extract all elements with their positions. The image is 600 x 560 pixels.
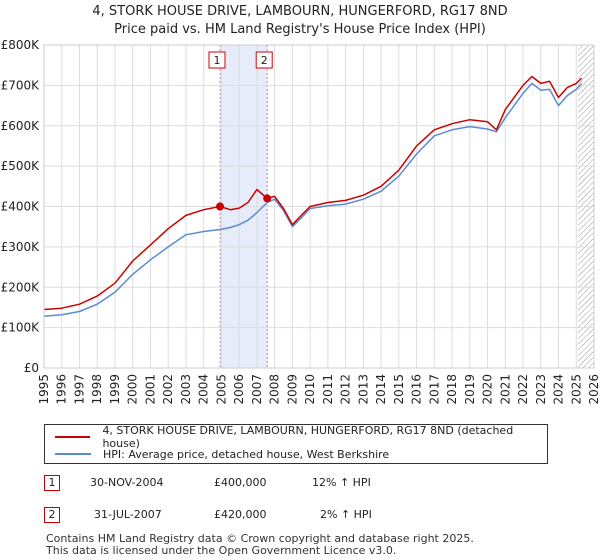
transaction-price: £420,000 <box>214 508 267 521</box>
x-tick-label: 2007 <box>250 374 264 405</box>
property-price-line <box>43 75 583 311</box>
transaction-price: £400,000 <box>214 476 267 489</box>
legend-label-hpi: HPI: Average price, detached house, West… <box>103 447 390 461</box>
chart-title: 4, STORK HOUSE DRIVE, LAMBOURN, HUNGERFO… <box>92 4 508 19</box>
transaction-date: 30-NOV-2004 <box>90 476 164 489</box>
transaction-delta: 12% ↑ HPI <box>312 476 371 489</box>
x-tick-label: 2009 <box>285 374 299 405</box>
chart-subtitle: Price paid vs. HM Land Registry's House … <box>114 22 486 37</box>
transaction-badge: 1 <box>44 475 60 491</box>
footer-copyright: Contains HM Land Registry data © Crown c… <box>46 532 474 545</box>
x-tick-label: 2012 <box>339 374 353 405</box>
x-tick-label: 1998 <box>90 374 104 405</box>
transaction-point <box>263 194 272 203</box>
legend-item-property: 4, STORK HOUSE DRIVE, LAMBOURN, HUNGERFO… <box>55 424 547 450</box>
marker-badge-label: 2 <box>261 54 268 67</box>
x-tick-label: 2022 <box>516 374 530 405</box>
x-tick-label: 2026 <box>587 374 600 405</box>
x-tick-label: 2001 <box>143 374 157 405</box>
marker-badge <box>255 51 273 69</box>
legend-item-hpi: HPI: Average price, detached house, West… <box>55 446 389 462</box>
x-tick-label: 2017 <box>427 374 441 405</box>
y-tick-label: £800K <box>1 38 41 52</box>
hpi-line <box>43 82 583 318</box>
x-tick-label: 2013 <box>356 374 370 405</box>
legend: 4, STORK HOUSE DRIVE, LAMBOURN, HUNGERFO… <box>44 424 548 464</box>
x-tick-label: 2002 <box>161 374 175 405</box>
x-tick-label: 1999 <box>108 374 122 405</box>
x-tick-label: 2025 <box>569 374 583 405</box>
x-tick-label: 2004 <box>197 374 211 405</box>
y-tick-label: £0 <box>24 361 39 375</box>
transaction-delta: 2% ↑ HPI <box>320 508 372 521</box>
price-chart: £0 £100K £200K £300K £400K £500K £600K £700K £80… <box>1 38 600 405</box>
x-tick-label: 2011 <box>321 374 335 405</box>
y-tick-label: £200K <box>1 280 41 294</box>
x-tick-label: 2024 <box>552 374 566 405</box>
y-tick-label: £600K <box>1 119 41 133</box>
x-tick-label: 2019 <box>463 374 477 405</box>
y-tick-label: £500K <box>1 159 41 173</box>
footer-licence: This data is licensed under the Open Gov… <box>46 544 397 557</box>
x-tick-label: 1997 <box>72 374 86 405</box>
marker-badge <box>208 51 226 69</box>
x-tick-label: 2010 <box>303 374 317 405</box>
transaction-row: 1 30-NOV-2004 £400,000 12% ↑ HPI <box>0 474 600 494</box>
legend-swatch-hpi <box>55 453 91 455</box>
x-tick-label: 2023 <box>534 374 548 405</box>
transaction-date: 31-JUL-2007 <box>94 508 162 521</box>
x-tick-label: 2003 <box>179 374 193 405</box>
x-tick-label: 1996 <box>55 374 69 405</box>
legend-swatch-property <box>55 436 91 438</box>
x-tick-label: 2016 <box>410 374 424 405</box>
x-tick-label: 2000 <box>126 374 140 405</box>
x-tick-label: 2020 <box>481 374 495 405</box>
marker-badge-label: 1 <box>214 54 221 67</box>
legend-label-property: 4, STORK HOUSE DRIVE, LAMBOURN, HUNGERFO… <box>102 424 514 450</box>
x-tick-label: 2005 <box>214 374 228 405</box>
y-tick-label: £400K <box>1 200 41 214</box>
transaction-badge: 2 <box>44 507 60 523</box>
y-tick-label: £100K <box>1 321 41 335</box>
x-tick-label: 2018 <box>445 374 459 405</box>
y-tick-label: £300K <box>1 240 41 254</box>
x-tick-label: 1995 <box>37 374 51 405</box>
x-tick-label: 2006 <box>232 374 246 405</box>
transaction-point <box>216 202 224 211</box>
x-tick-label: 2021 <box>498 374 512 405</box>
transaction-row: 2 31-JUL-2007 £420,000 2% ↑ HPI <box>0 506 600 526</box>
plot-border <box>43 44 595 369</box>
x-tick-label: 2014 <box>374 374 388 405</box>
y-tick-label: £700K <box>1 78 41 92</box>
x-tick-label: 2015 <box>392 374 406 405</box>
x-tick-label: 2008 <box>268 374 282 405</box>
